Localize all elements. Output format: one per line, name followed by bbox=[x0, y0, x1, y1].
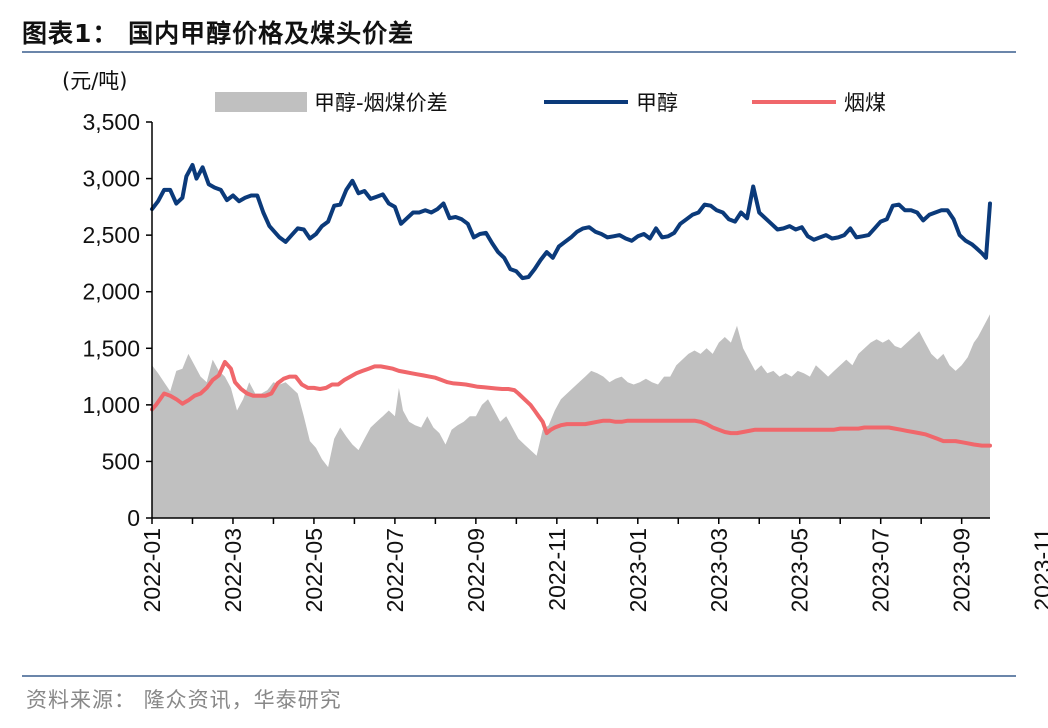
y-unit-label: (元/吨) bbox=[62, 69, 127, 93]
legend: 甲醇-烟煤价差 甲醇 烟煤 bbox=[215, 91, 886, 115]
source-note: 资料来源： 隆众资讯，华泰研究 bbox=[26, 688, 342, 712]
x-tick-label: 2023-03 bbox=[706, 528, 732, 612]
x-tick-label: 2023-01 bbox=[625, 528, 651, 612]
x-tick-label: 2022-05 bbox=[301, 528, 327, 612]
chart-title: 图表1： 国内甲醇价格及煤头价差 bbox=[22, 19, 415, 48]
legend-label-spread: 甲醇-烟煤价差 bbox=[314, 91, 448, 115]
y-axis: 0 500 1,000 1,500 2,000 2,500 3,000 3,500 bbox=[82, 109, 153, 531]
x-tick-label: 2022-07 bbox=[382, 528, 408, 612]
legend-swatch-spread bbox=[215, 92, 307, 112]
methanol-line bbox=[150, 163, 992, 281]
y-tick-label: 2,000 bbox=[82, 279, 140, 305]
y-tick-label: 500 bbox=[102, 448, 140, 474]
y-tick-label: 1,000 bbox=[82, 392, 140, 418]
y-tick-label: 1,500 bbox=[82, 335, 140, 361]
source-rule bbox=[22, 675, 1016, 677]
x-tick-label: 2023-09 bbox=[949, 528, 975, 612]
legend-label-methanol: 甲醇 bbox=[636, 91, 678, 115]
coal-line bbox=[150, 359, 992, 448]
chart: (元/吨) 甲醇-烟煤价差 甲醇 烟煤 0 500 1,000 1,500 2,000 2… bbox=[62, 69, 1048, 612]
y-tick-label: 3,500 bbox=[82, 109, 140, 135]
legend-label-coal: 烟煤 bbox=[844, 91, 886, 115]
plot-area bbox=[150, 163, 992, 518]
y-tick-label: 2,500 bbox=[82, 222, 140, 248]
x-axis: 2022-01 2022-03 2022-05 2022-07 2022-09 2022-… bbox=[139, 517, 1048, 612]
x-tick-label: 2022-09 bbox=[463, 528, 489, 612]
spread-area bbox=[152, 314, 990, 518]
y-tick-label: 0 bbox=[127, 505, 140, 531]
x-tick-label: 2023-07 bbox=[868, 528, 894, 612]
x-tick-label: 2022-01 bbox=[139, 528, 165, 612]
title-rule bbox=[22, 51, 1016, 53]
x-tick-label: 2022-11 bbox=[544, 528, 570, 611]
y-tick-label: 3,000 bbox=[82, 166, 140, 192]
x-tick-label: 2023-05 bbox=[787, 528, 813, 612]
x-tick-label: 2022-03 bbox=[220, 528, 246, 612]
x-tick-label: 2023-11 bbox=[1030, 528, 1048, 611]
